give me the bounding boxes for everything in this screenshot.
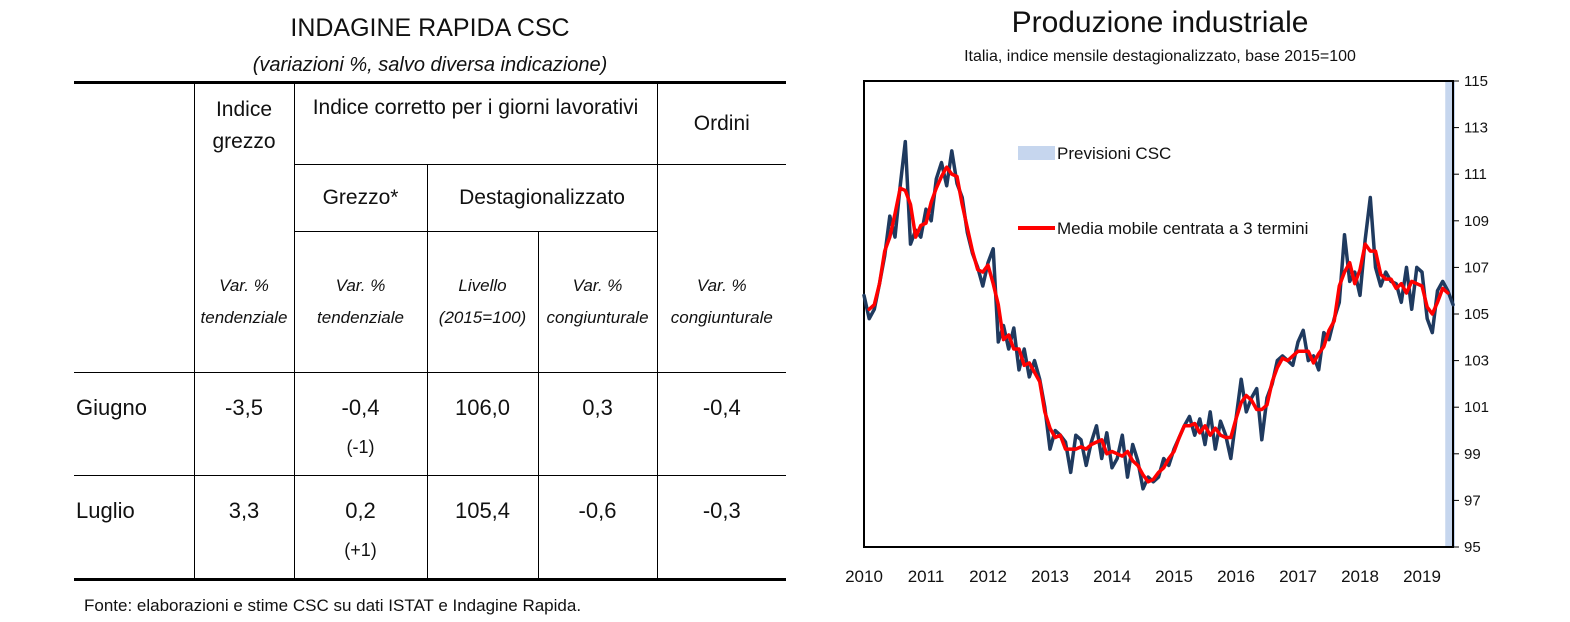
forecast-band [1445, 81, 1455, 547]
y-tick-label: 109 [1464, 213, 1489, 230]
cell-corretto-revision: (-1) [346, 437, 375, 457]
table-subtitle: (variazioni %, salvo diversa indicazione… [252, 54, 608, 76]
legend-label-forecast: Previsioni CSC [1057, 144, 1171, 163]
legend-swatch-forecast [1018, 146, 1055, 160]
stub-header-blank-2 [74, 164, 195, 232]
line-chart: 115 113 111 109 107 105 103 101 99 97 95 2010 2011 20… [845, 73, 1489, 586]
x-tick-label: 2018 [1341, 567, 1379, 586]
header-indice-grezzo: Indice grezzo [193, 81, 295, 232]
header-ordini: Ordini [656, 81, 787, 165]
x-tick-label: 2017 [1279, 567, 1317, 586]
survey-table: Indice grezzo Indice corretto per i gior… [74, 81, 787, 581]
x-tick-label: 2019 [1403, 567, 1441, 586]
unit-var-tend-grezzo: Var. % tendenziale [193, 231, 295, 373]
x-tick-label: 2013 [1031, 567, 1069, 586]
stub-header-blank-3 [74, 231, 195, 373]
unit-livello: Livello (2015=100) [426, 231, 539, 373]
y-tick-label: 99 [1464, 446, 1481, 463]
row-label: Giugno [74, 372, 195, 476]
cell-corretto: -0,4 (-1) [293, 372, 428, 476]
header-indice-corretto: Indice corretto per i giorni lavorativi [293, 81, 658, 165]
cell-grezzo: -3,5 [193, 372, 295, 476]
cell-livello: 105,4 [426, 475, 539, 581]
cell-cong: -0,6 [537, 475, 658, 581]
y-tick-label: 97 [1464, 492, 1481, 509]
header-ordini-blank [656, 164, 787, 232]
row-label: Luglio [74, 475, 195, 581]
x-tick-label: 2012 [969, 567, 1007, 586]
cell-ordini: -0,3 [656, 475, 787, 581]
y-tick-label: 113 [1464, 120, 1488, 137]
y-tick-label: 95 [1464, 539, 1481, 556]
unit-var-cong: Var. % congiunturale [537, 231, 658, 373]
cell-corretto-revision: (+1) [344, 540, 377, 560]
table-row: Luglio 3,3 0,2 (+1) 105,4 -0,6 -0,3 [74, 475, 787, 581]
x-tick-label: 2011 [908, 567, 945, 586]
y-tick-label: 107 [1464, 259, 1489, 276]
unit-var-tend-corretto: Var. % tendenziale [293, 231, 428, 373]
cell-livello: 106,0 [426, 372, 539, 476]
x-tick-label: 2015 [1155, 567, 1193, 586]
cell-ordini: -0,4 [656, 372, 787, 476]
chart-title: Produzione industriale [1011, 6, 1309, 39]
y-tick-label: 111 [1464, 166, 1487, 183]
x-tick-label: 2016 [1217, 567, 1255, 586]
x-tick-label: 2010 [845, 567, 883, 586]
y-tick-label: 101 [1464, 399, 1489, 416]
header-grezzo-star: Grezzo* [293, 164, 428, 232]
stub-header-blank [74, 81, 195, 165]
footnote: Fonte: elaborazioni e stime CSC su dati … [84, 596, 582, 615]
table-title: INDAGINE RAPIDA CSC [290, 14, 570, 42]
series-line-index [862, 139, 1455, 491]
y-tick-label: 103 [1464, 353, 1489, 370]
header-destagionalizzato: Destagionalizzato [426, 164, 658, 232]
y-tick-label: 115 [1464, 73, 1488, 90]
series-line-moving-average [867, 165, 1450, 484]
unit-var-cong-ordini: Var. % congiunturale [656, 231, 787, 373]
legend-label-moving-average: Media mobile centrata a 3 termini [1057, 219, 1308, 238]
cell-grezzo: 3,3 [193, 475, 295, 581]
x-tick-label: 2014 [1093, 567, 1131, 586]
cell-cong: 0,3 [537, 372, 658, 476]
chart-subtitle: Italia, indice mensile destagionalizzato… [964, 48, 1356, 65]
cell-corretto: 0,2 (+1) [293, 475, 428, 581]
y-tick-label: 105 [1464, 306, 1489, 323]
table-row: Giugno -3,5 -0,4 (-1) 106,0 0,3 -0,4 [74, 372, 787, 476]
